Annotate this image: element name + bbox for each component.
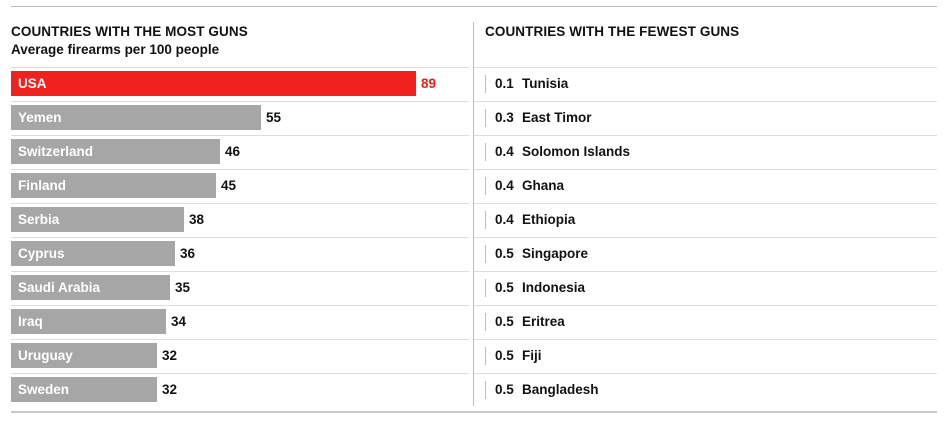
fewest-value: 0.5 — [495, 280, 514, 295]
bar-category-label: Cyprus — [18, 246, 65, 261]
row-separator — [11, 135, 469, 136]
bar-usa — [11, 71, 416, 96]
bar-value-label: 36 — [180, 246, 196, 261]
fewest-country: Solomon Islands — [522, 144, 631, 159]
fewest-row: 0.4 Solomon Islands — [485, 139, 925, 163]
fewest-value: 0.3 — [495, 110, 514, 125]
bar-category-label: Finland — [18, 178, 66, 193]
bar-value-label: 34 — [171, 314, 187, 329]
most-guns-subtitle: Average firearms per 100 people — [11, 42, 220, 57]
bar-finland — [11, 173, 216, 198]
bar-cyprus — [11, 241, 175, 266]
row-separator — [474, 339, 937, 340]
fewest-country: Fiji — [522, 348, 542, 363]
bar-value-label: 89 — [421, 76, 437, 91]
bar-category-label: Switzerland — [18, 144, 94, 159]
bar-value-label: 46 — [225, 144, 241, 159]
fewest-row: 0.5 Eritrea — [485, 309, 925, 333]
fewest-country: Tunisia — [522, 76, 569, 91]
row-separator — [474, 135, 937, 136]
fewest-country: Singapore — [522, 246, 589, 261]
row-separator — [11, 67, 469, 68]
bar-sweden — [11, 377, 157, 402]
bar-iraq — [11, 309, 166, 334]
bar-category-label: Iraq — [18, 314, 43, 329]
fewest-row: 0.5 Indonesia — [485, 275, 925, 299]
row-tick — [485, 143, 486, 161]
fewest-row: 0.4 Ghana — [485, 173, 925, 197]
row-tick — [485, 279, 486, 297]
fewest-value: 0.4 — [495, 212, 514, 227]
row-separator — [474, 101, 937, 102]
row-tick — [485, 347, 486, 365]
fewest-country: Indonesia — [522, 280, 586, 295]
row-tick — [485, 109, 486, 127]
row-separator — [11, 339, 469, 340]
row-tick — [485, 381, 486, 399]
bar-value-label: 35 — [175, 280, 191, 295]
row-separator — [11, 101, 469, 102]
fewest-row: 0.1 Tunisia — [485, 71, 925, 95]
row-separator — [474, 373, 937, 374]
panel-divider — [473, 22, 474, 406]
bottom-rule — [11, 411, 937, 413]
row-separator — [11, 203, 469, 204]
fewest-value: 0.5 — [495, 246, 514, 261]
bar-category-label: Yemen — [18, 110, 62, 125]
fewest-country: Bangladesh — [522, 382, 599, 397]
row-separator — [474, 271, 937, 272]
row-separator — [11, 237, 469, 238]
fewest-value: 0.4 — [495, 144, 514, 159]
fewest-country: Eritrea — [522, 314, 565, 329]
bar-category-label: Sweden — [18, 382, 70, 397]
fewest-value: 0.5 — [495, 314, 514, 329]
fewest-country: East Timor — [522, 110, 592, 125]
bar-category-label: Serbia — [18, 212, 60, 227]
bar-value-label: 38 — [189, 212, 205, 227]
row-tick — [485, 75, 486, 93]
row-separator — [11, 305, 469, 306]
row-separator — [11, 373, 469, 374]
fewest-row: 0.5 Bangladesh — [485, 377, 925, 401]
bar-uruguay — [11, 343, 157, 368]
row-separator — [11, 271, 469, 272]
row-separator — [474, 67, 937, 68]
bar-value-label: 32 — [162, 348, 178, 363]
row-separator — [474, 169, 937, 170]
fewest-country: Ethiopia — [522, 212, 576, 227]
fewest-row: 0.3 East Timor — [485, 105, 925, 129]
row-separator — [474, 203, 937, 204]
fewest-value: 0.1 — [495, 76, 514, 91]
bar-saudi-arabia — [11, 275, 170, 300]
fewest-value: 0.5 — [495, 382, 514, 397]
row-tick — [485, 211, 486, 229]
bar-category-label: USA — [18, 76, 47, 91]
bar-value-label: 32 — [162, 382, 178, 397]
fewest-row: 0.5 Singapore — [485, 241, 925, 265]
row-tick — [485, 245, 486, 263]
top-rule — [11, 6, 937, 7]
bar-yemen — [11, 105, 261, 130]
most-guns-title: COUNTRIES WITH THE MOST GUNS — [11, 24, 248, 39]
bar-serbia — [11, 207, 184, 232]
fewest-country: Ghana — [522, 178, 565, 193]
bar-value-label: 55 — [266, 110, 282, 125]
row-separator — [474, 305, 937, 306]
row-separator — [474, 237, 937, 238]
fewest-value: 0.5 — [495, 348, 514, 363]
row-tick — [485, 177, 486, 195]
fewest-guns-title: COUNTRIES WITH THE FEWEST GUNS — [485, 24, 740, 39]
bar-category-label: Saudi Arabia — [18, 280, 101, 295]
bar-switzerland — [11, 139, 220, 164]
fewest-value: 0.4 — [495, 178, 514, 193]
row-separator — [11, 169, 469, 170]
fewest-row: 0.4 Ethiopia — [485, 207, 925, 231]
bar-value-label: 45 — [221, 178, 237, 193]
row-tick — [485, 313, 486, 331]
fewest-row: 0.5 Fiji — [485, 343, 925, 367]
bar-category-label: Uruguay — [18, 348, 73, 363]
